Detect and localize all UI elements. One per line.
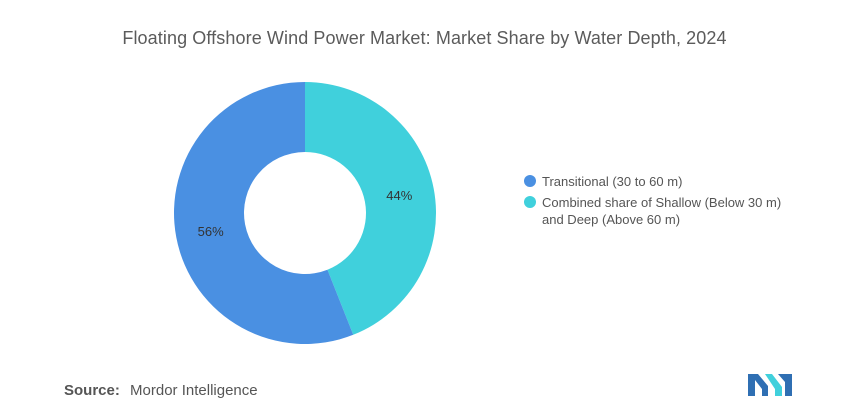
mordor-intelligence-logo-icon [748,374,792,396]
slice-label-shallow-and-deep: 44% [386,188,412,203]
legend-item-shallow-and-deep: Combined share of Shallow (Below 30 m) a… [524,194,824,228]
logo-middle-shape [765,374,782,396]
slice-label-transitional: 56% [198,224,224,239]
logo-left-shape [748,374,768,396]
source-value: Mordor Intelligence [130,382,258,399]
source-label: Source: [64,382,120,399]
logo-right-shape [778,374,792,396]
legend-label: Combined share of Shallow (Below 30 m) a… [542,195,782,227]
donut-slice-shallow-and-deep [305,82,436,335]
chart-legend: Transitional (30 to 60 m) Combined share … [524,173,824,232]
chart-title: Floating Offshore Wind Power Market: Mar… [122,28,727,48]
donut-slices [174,82,436,344]
legend-label: Transitional (30 to 60 m) [542,174,683,189]
legend-item-transitional: Transitional (30 to 60 m) [524,173,824,190]
legend-swatch-icon [524,196,536,208]
legend-swatch-icon [524,175,536,187]
source-line: Source: Mordor Intelligence [64,382,258,399]
donut-slice-transitional [174,82,354,344]
donut-slice-labels: 44% 56% [198,188,413,239]
